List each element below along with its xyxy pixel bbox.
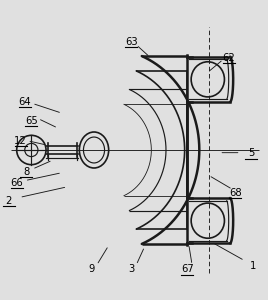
Text: 67: 67 [181,264,194,274]
Text: 9: 9 [88,264,95,274]
Text: 62: 62 [222,53,235,63]
Text: 2: 2 [6,196,12,206]
Text: 63: 63 [125,37,138,47]
Text: 3: 3 [128,264,135,274]
Text: 8: 8 [23,167,29,177]
Text: 66: 66 [10,178,23,188]
Text: 5: 5 [248,148,255,158]
Text: 65: 65 [25,116,38,126]
Text: 1: 1 [250,261,256,271]
Text: 12: 12 [14,136,27,146]
Text: 64: 64 [18,97,31,107]
Text: 68: 68 [229,188,242,198]
